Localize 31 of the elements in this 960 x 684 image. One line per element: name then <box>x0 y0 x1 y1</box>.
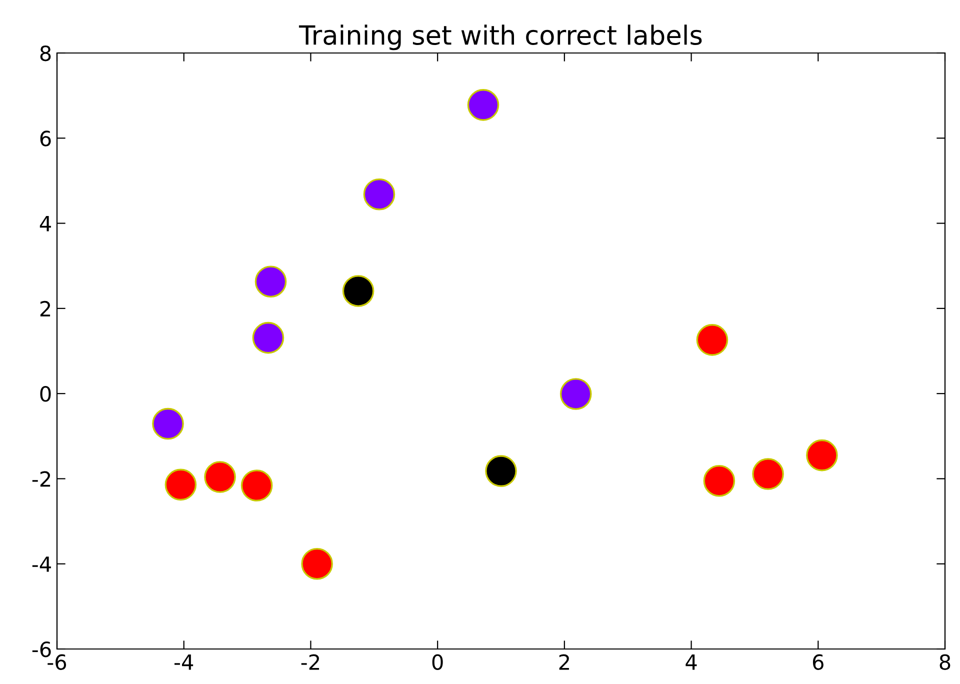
y-tick-label: 6 <box>40 130 51 146</box>
x-tick-label: 2 <box>559 654 569 670</box>
point <box>752 458 784 490</box>
point <box>164 468 197 501</box>
point <box>240 470 273 502</box>
point <box>806 439 838 472</box>
point <box>254 266 287 298</box>
x-tick-label: 0 <box>432 654 443 670</box>
x-tick-label: -4 <box>174 654 194 670</box>
y-tick-label: 8 <box>40 45 51 62</box>
point <box>696 324 728 356</box>
point <box>703 464 736 497</box>
point <box>301 548 333 580</box>
y-tick-label: 2 <box>40 300 50 316</box>
x-tick-label: 4 <box>686 654 697 670</box>
chart-title: Training set with correct labels <box>298 24 702 50</box>
y-tick-label: 0 <box>40 386 51 402</box>
point <box>252 322 284 354</box>
point <box>342 275 374 307</box>
x-tick-label: 8 <box>940 654 950 670</box>
point <box>485 455 517 487</box>
y-tick-label: -2 <box>32 471 50 487</box>
point <box>560 378 592 410</box>
y-tick-label: 4 <box>40 216 51 232</box>
point <box>204 461 236 493</box>
point <box>467 89 500 121</box>
point <box>363 178 396 210</box>
x-tick-label: 6 <box>812 654 824 670</box>
point <box>152 408 184 440</box>
x-tick-label: -2 <box>301 654 320 670</box>
y-tick-label: -4 <box>32 556 51 572</box>
